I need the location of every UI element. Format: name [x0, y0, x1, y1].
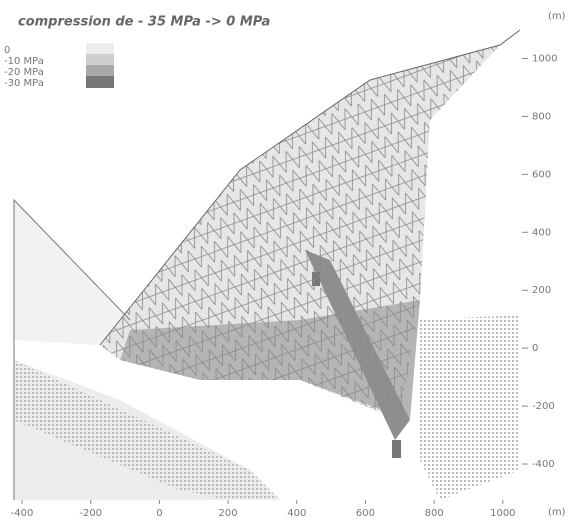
x-axis-label: (m)	[548, 507, 566, 518]
legend-swatch	[86, 54, 114, 66]
legend-swatch	[86, 43, 114, 55]
chart-title: compression de - 35 MPa -> 0 MPa	[18, 15, 270, 30]
chart: compression de - 35 MPa -> 0 MPa (m) (m)…	[0, 0, 574, 526]
legend-label: 0	[4, 45, 10, 56]
y-tick-label: -400	[532, 459, 555, 470]
x-tick-label: -200	[79, 508, 102, 519]
legend-label: -10 MPa	[4, 56, 44, 67]
page: compression de - 35 MPa -> 0 MPa (m) (m)…	[0, 0, 574, 526]
x-tick-label: 800	[425, 508, 444, 519]
legend-swatch	[86, 76, 114, 88]
y-axis-label: (m)	[548, 11, 566, 22]
y-tick-label: 200	[532, 285, 551, 296]
x-tick-label: 200	[219, 508, 238, 519]
y-tick-label: 0	[532, 343, 538, 354]
legend-label: -30 MPa	[4, 78, 44, 89]
y-tick-label: 600	[532, 169, 551, 180]
stress-field	[14, 30, 520, 500]
zone-right	[420, 315, 520, 500]
x-tick-label: 1000	[490, 508, 515, 519]
x-tick-label: 0	[156, 508, 162, 519]
legend-swatch	[86, 65, 114, 77]
legend-label: -20 MPa	[4, 67, 44, 78]
zone-left	[14, 200, 130, 345]
x-tick-label: 400	[287, 508, 306, 519]
x-tick-label: 600	[356, 508, 375, 519]
y-tick-label: 400	[532, 227, 551, 238]
x-tick-label: -400	[11, 508, 34, 519]
y-tick-label: 800	[532, 111, 551, 122]
zone-30	[392, 440, 401, 458]
y-tick-label: -200	[532, 401, 555, 412]
y-tick-label: 1000	[532, 53, 557, 64]
